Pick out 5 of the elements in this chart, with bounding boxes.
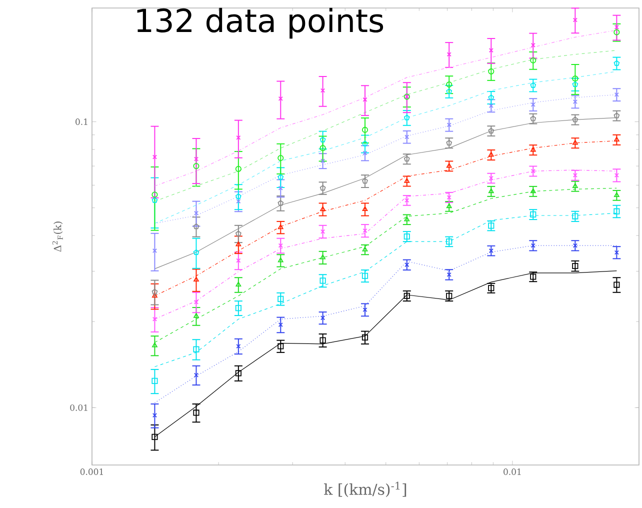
- x-axis-title: k [(km/s)$^{-1}$]: [324, 482, 406, 498]
- x-tick-label: 0.001: [80, 468, 103, 475]
- chart-title: 132 data points: [137, 8, 384, 39]
- y-axis-title: Δ$^{2}$$_{F}$(k): [52, 222, 63, 252]
- y-tick-label: 0.1: [76, 118, 88, 125]
